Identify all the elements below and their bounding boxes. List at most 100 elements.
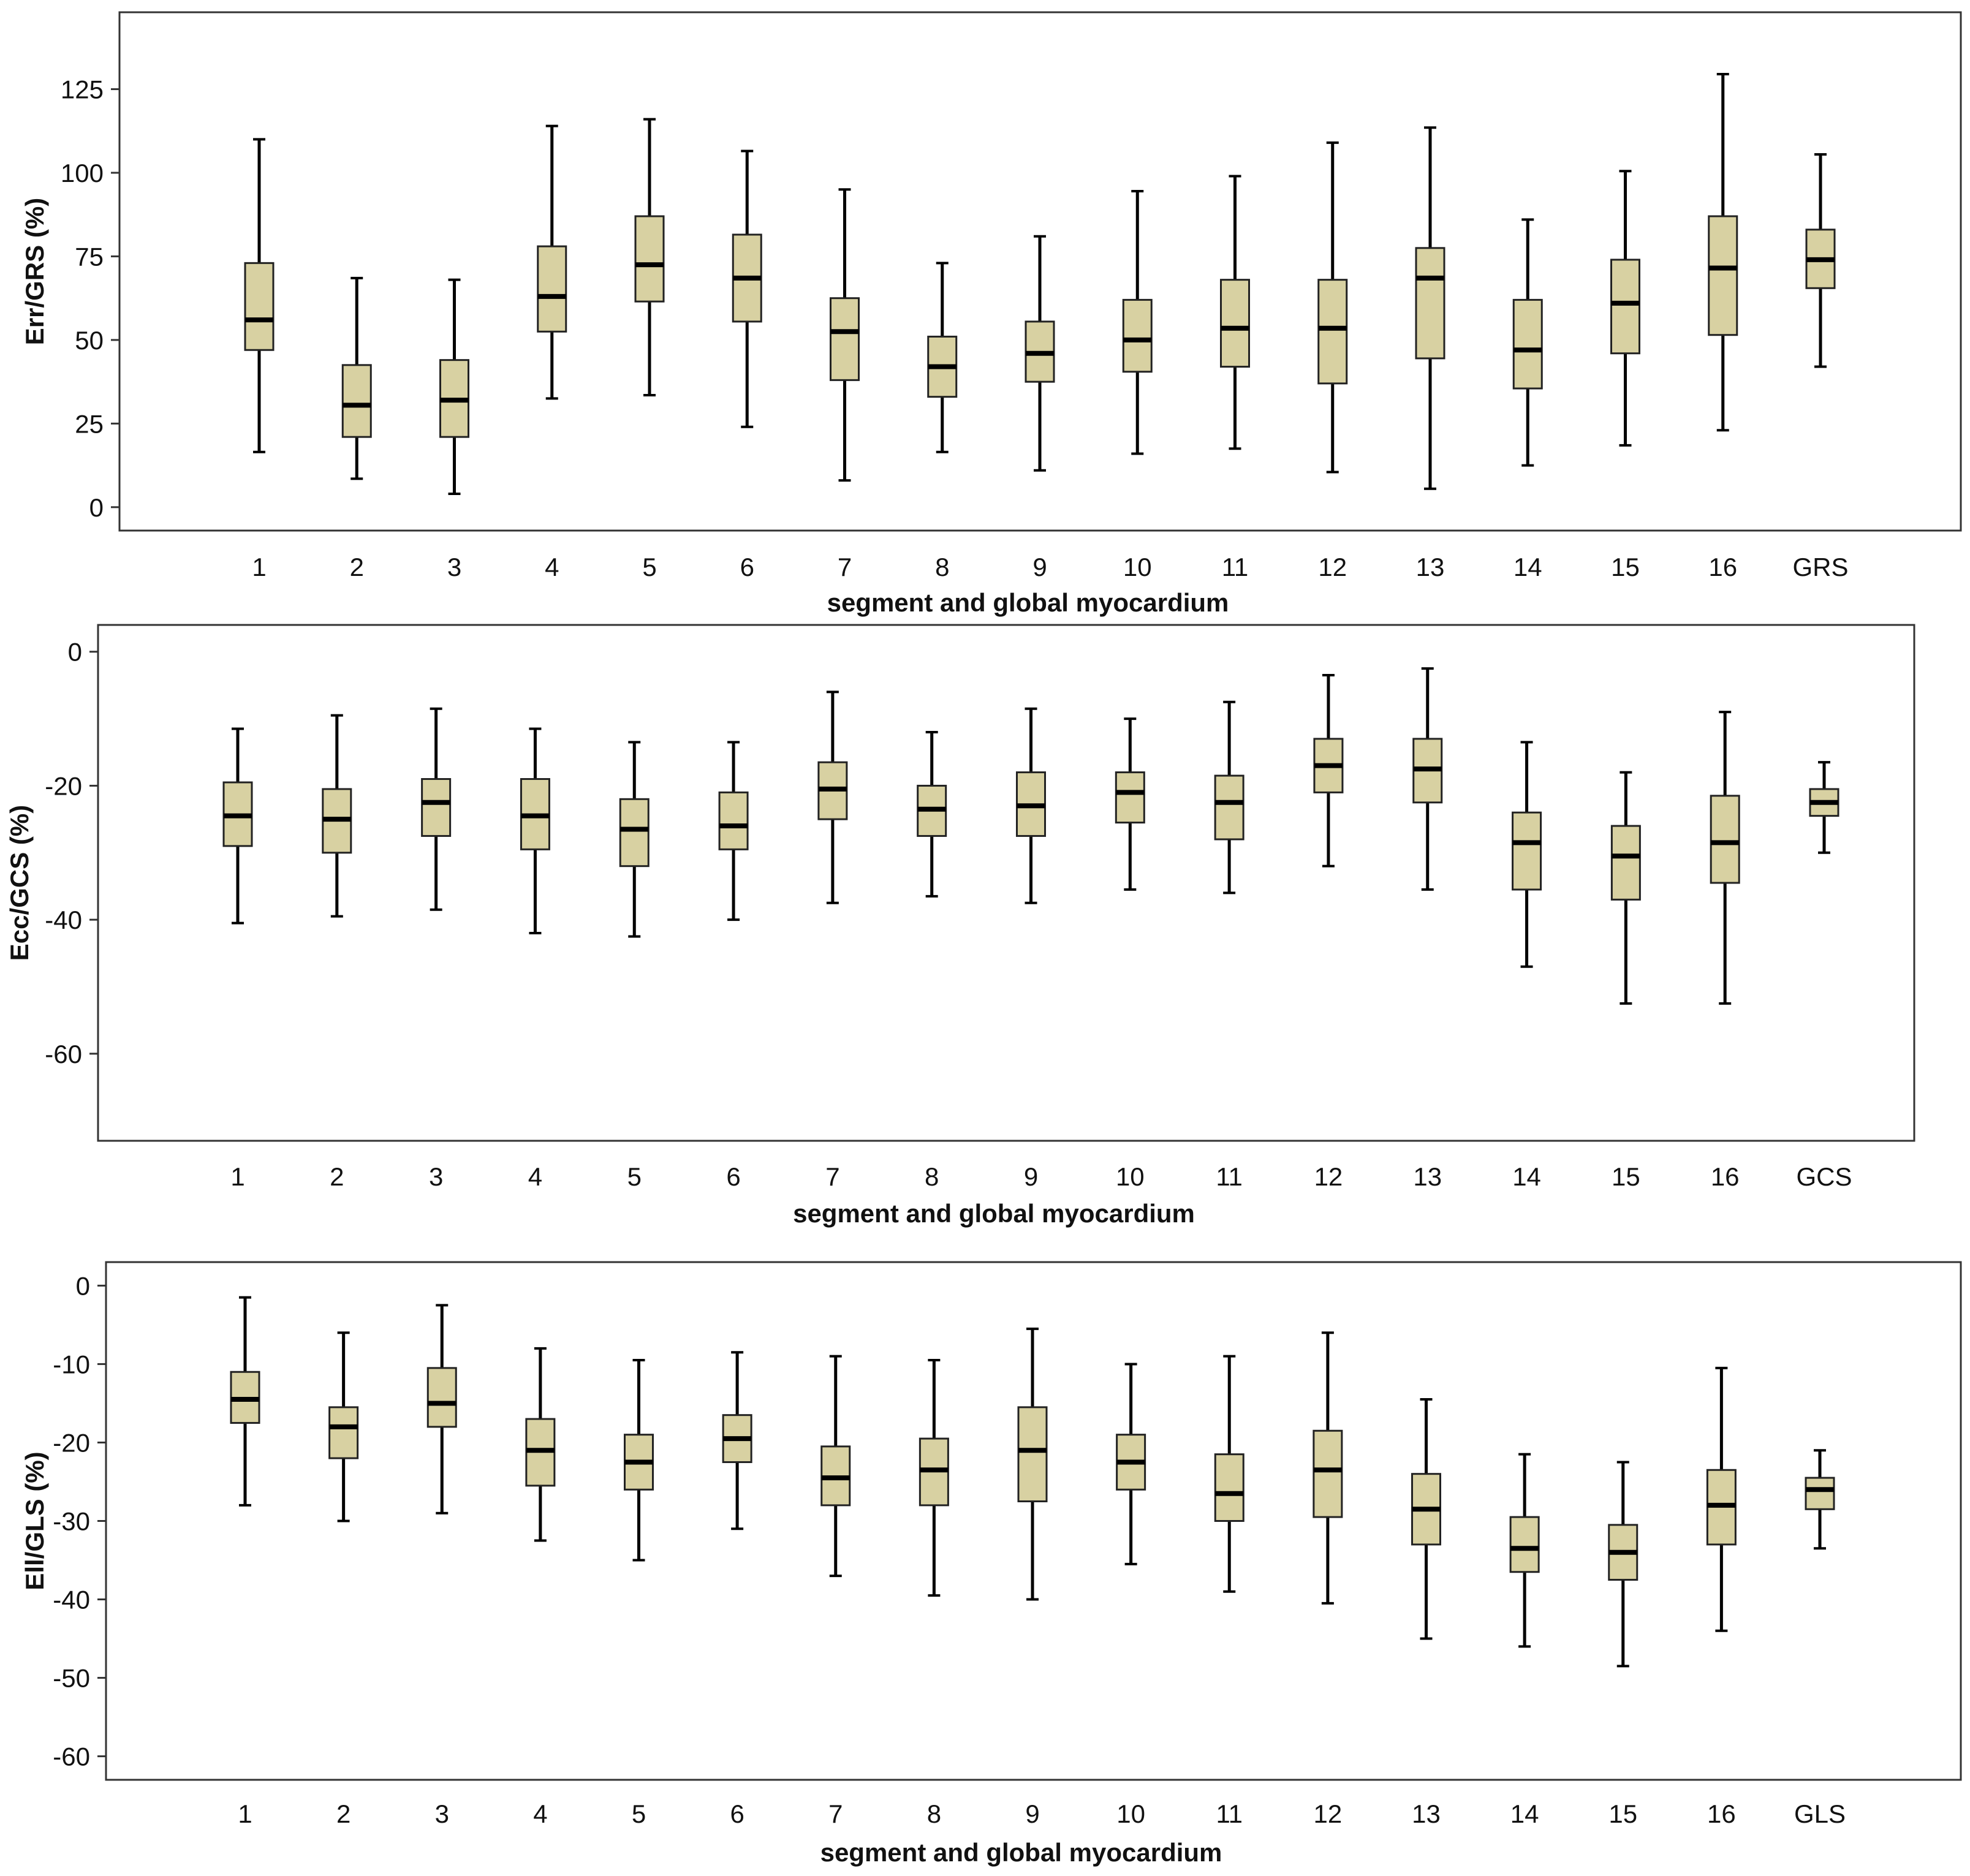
panel-2-y-tick-label: -20 <box>45 771 82 800</box>
panel-1-box <box>244 262 275 351</box>
panel-1-x-tick-label: 13 <box>1416 553 1445 581</box>
panel-1-x-tick-label: 3 <box>447 553 461 581</box>
panel-2-y-tick-label: -40 <box>45 906 82 934</box>
panel-1-x-tick-label: 2 <box>350 553 364 581</box>
panel-2-x-tick-label: 4 <box>528 1162 542 1191</box>
panel-1-x-tick-label: 11 <box>1222 553 1249 581</box>
panel-2-x-tick-label: GCS <box>1796 1162 1852 1191</box>
panel-1-box <box>1317 279 1348 385</box>
panel-1-box <box>1708 215 1738 336</box>
panel-1-x-tick-label: 5 <box>642 553 656 581</box>
panel-2-y-tick-label: -60 <box>45 1040 82 1068</box>
panel-3-y-tick-label: -60 <box>53 1742 90 1771</box>
panel-1-y-tick-label: 100 <box>61 159 104 187</box>
panel-3-box <box>1509 1516 1540 1573</box>
panel-1-box <box>1220 279 1250 368</box>
panel-1-y-tick-label: 125 <box>61 75 104 104</box>
panel-2-x-tick-label: 14 <box>1512 1162 1541 1191</box>
panel-1-y-tick-label: 25 <box>75 409 104 438</box>
panel-2-y-axis-title: Ecc/GCS (%) <box>5 805 34 961</box>
panel-1-x-tick-label: 7 <box>838 553 852 581</box>
panel-2-box <box>1115 771 1145 824</box>
panel-2-x-tick-label: 13 <box>1413 1162 1442 1191</box>
panel-3-box <box>1805 1477 1835 1510</box>
panel-3-x-tick-label: 14 <box>1510 1799 1539 1828</box>
panel-3-box <box>1017 1406 1048 1502</box>
panel-3-y-tick-label: -10 <box>53 1350 90 1379</box>
panel-2-x-tick-label: 16 <box>1711 1162 1740 1191</box>
panel-2-y-tick-label: 0 <box>68 638 82 667</box>
panel-1-x-tick-label: 12 <box>1318 553 1347 581</box>
panel-3-x-tick-label: 4 <box>533 1799 547 1828</box>
panel-1-y-axis-title: Err/GRS (%) <box>20 198 49 345</box>
panel-1-x-tick-label: 9 <box>1032 553 1047 581</box>
panel-2-x-tick-label: 9 <box>1024 1162 1038 1191</box>
panel-2-box <box>1512 811 1542 891</box>
panel-1-y-tick-label: 0 <box>89 493 104 522</box>
panel-1-box <box>1610 259 1640 355</box>
panel-3-x-tick-label: 5 <box>632 1799 646 1828</box>
panel-1-box <box>1512 298 1543 390</box>
panel-2-x-tick-label: 7 <box>825 1162 839 1191</box>
panel-3-x-tick-label: 8 <box>927 1799 941 1828</box>
panel-3-y-tick-label: 0 <box>76 1271 90 1300</box>
panel-3-y-tick-label: -50 <box>53 1664 90 1693</box>
panel-1-x-tick-label: 1 <box>252 553 266 581</box>
panel-2-box <box>718 791 749 850</box>
panel-1-box <box>537 245 567 333</box>
panel-1-box <box>830 297 860 381</box>
panel-3-x-tick-label: 3 <box>435 1799 449 1828</box>
panel-2-x-tick-label: 3 <box>429 1162 443 1191</box>
panel-1-x-tick-label: 4 <box>545 553 559 581</box>
panel-2-x-tick-label: 8 <box>925 1162 939 1191</box>
panel-2-box <box>619 798 650 868</box>
panel-1-box <box>1415 247 1445 360</box>
panel-3-x-tick-label: 16 <box>1707 1799 1736 1828</box>
panel-2-x-tick-label: 5 <box>627 1162 642 1191</box>
panel-3-y-axis-title: Ell/GLS (%) <box>20 1451 49 1590</box>
panel-1-y-tick-label: 50 <box>75 326 104 355</box>
panel-2-x-axis-title: segment and global myocardium <box>793 1199 1195 1228</box>
panel-2-x-tick-label: 2 <box>330 1162 344 1191</box>
panel-1-y-tick-label: 75 <box>75 242 104 271</box>
panel-2-box <box>421 778 452 837</box>
panel-1-x-axis-title: segment and global myocardium <box>827 588 1229 617</box>
panel-3-box <box>1214 1453 1245 1522</box>
panel-3-x-tick-label: 9 <box>1025 1799 1039 1828</box>
panel-2-box <box>1214 774 1245 841</box>
panel-2-x-tick-label: 10 <box>1116 1162 1145 1191</box>
panel-1-x-tick-label: 10 <box>1123 553 1152 581</box>
panel-2-plot-frame <box>97 624 1915 1142</box>
panel-2-x-tick-label: 12 <box>1314 1162 1343 1191</box>
panel-3-x-tick-label: 11 <box>1216 1799 1243 1828</box>
panel-1-x-tick-label: 16 <box>1708 553 1737 581</box>
panel-3-x-tick-label: 7 <box>828 1799 843 1828</box>
panel-3-y-tick-label: -30 <box>53 1507 90 1536</box>
panel-3-x-tick-label: GLS <box>1794 1799 1846 1828</box>
panel-3-y-tick-label: -40 <box>53 1586 90 1614</box>
panel-3-x-tick-label: 15 <box>1608 1799 1637 1828</box>
panel-1-x-tick-label: 14 <box>1513 553 1542 581</box>
panel-2-x-tick-label: 6 <box>726 1162 740 1191</box>
panel-3-x-axis-title: segment and global myocardium <box>820 1838 1222 1867</box>
panel-3-y-tick-label: -20 <box>53 1428 90 1457</box>
panel-1-x-tick-label: 6 <box>740 553 754 581</box>
panel-3-box <box>426 1367 457 1428</box>
panel-2-box <box>1710 795 1740 884</box>
panel-3-x-tick-label: 1 <box>238 1799 252 1828</box>
panel-1-x-tick-label: 8 <box>935 553 949 581</box>
panel-2-box <box>1610 825 1641 901</box>
panel-3-box <box>1313 1429 1343 1518</box>
panel-2-x-tick-label: 15 <box>1612 1162 1640 1191</box>
panel-3-box <box>328 1406 359 1459</box>
panel-3-x-tick-label: 6 <box>730 1799 744 1828</box>
panel-3-x-tick-label: 12 <box>1314 1799 1343 1828</box>
panel-2-x-tick-label: 1 <box>230 1162 244 1191</box>
panel-3-x-tick-label: 13 <box>1412 1799 1441 1828</box>
panel-3-x-tick-label: 2 <box>336 1799 350 1828</box>
panel-3-x-tick-label: 10 <box>1116 1799 1145 1828</box>
panel-2-x-tick-label: 11 <box>1216 1162 1243 1191</box>
panel-1-x-tick-label: GRS <box>1792 553 1848 581</box>
panel-1-x-tick-label: 15 <box>1611 553 1640 581</box>
